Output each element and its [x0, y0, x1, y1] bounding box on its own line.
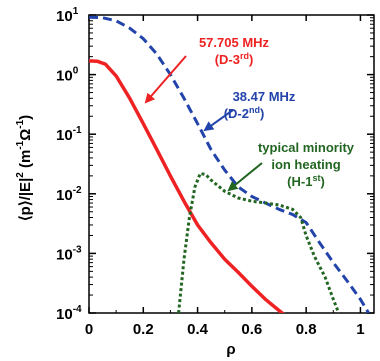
x-tick-label: 1: [356, 321, 364, 338]
y-axis-label: ⟨p⟩/|E|2 (m-1Ω-1): [15, 115, 34, 221]
y-axis-label-units-exp: -1: [15, 140, 26, 149]
series-line-h1: [177, 171, 341, 313]
annotation-d3-line2-pre: (D-3: [215, 52, 240, 67]
y-tick-exponent: 1: [73, 6, 79, 17]
annotation-h1-line3-post: ): [320, 174, 324, 189]
x-tick-label: 0.6: [241, 321, 262, 338]
y-tick-exponent: -3: [73, 244, 82, 255]
y-tick-label: 101: [56, 6, 79, 25]
annotation-h1-line3: (H-1st): [287, 173, 325, 189]
y-tick-base: 10: [56, 8, 73, 25]
annotation-h1-arrow: [227, 162, 263, 192]
y-tick-exponent: -4: [73, 304, 82, 315]
x-tick-label: 0.4: [187, 321, 209, 338]
y-tick-label: 100: [56, 66, 79, 85]
y-axis-label-power: 2: [15, 172, 26, 178]
y-tick-label: 10-3: [56, 244, 82, 263]
annotation-d2-line2-pre: (D-2: [224, 106, 249, 121]
y-tick-base: 10: [56, 246, 73, 263]
x-tick-label: 0.8: [296, 321, 317, 338]
annotation-d3: 57.705 MHz (D-3rd): [144, 35, 270, 104]
annotation-d2-arrow: [203, 109, 234, 132]
y-tick-base: 10: [56, 187, 73, 204]
y-axis-label-units-mid: Ω: [17, 129, 34, 141]
y-tick-base: 10: [56, 306, 73, 323]
annotation-d2-line2-sup: nd: [249, 105, 260, 115]
y-axis-label-main: ⟨p⟩/|E|: [17, 178, 34, 221]
annotation-d3-line2-post: ): [249, 52, 253, 67]
y-tick-base: 10: [56, 68, 73, 85]
y-tick-label: 10-2: [56, 185, 82, 204]
series-line-d2: [89, 15, 370, 313]
y-tick-label: 10-1: [56, 125, 82, 144]
annotation-h1: typical minority ion heating (H-1st): [227, 140, 355, 192]
annotation-h1-line3-pre: (H-1: [287, 174, 312, 189]
y-tick-exponent: -1: [73, 125, 82, 136]
annotation-d2-line2: (D-2nd): [224, 105, 265, 121]
annotation-d3-line2-sup: rd: [240, 51, 249, 61]
x-axis-label: ρ: [226, 341, 235, 358]
y-tick-label: 10-4: [56, 304, 82, 323]
plot-frame: [88, 14, 375, 314]
y-axis-label-units-open: (m: [17, 150, 34, 173]
x-tick-label: 0.2: [133, 321, 154, 338]
annotation-d3-line1: 57.705 MHz: [199, 35, 270, 50]
annotation-d2: 38.47 MHz (D-2nd): [203, 89, 296, 132]
annotation-d3-line2: (D-3rd): [215, 51, 254, 67]
annotation-h1-line3-sup: st: [312, 173, 320, 183]
annotation-d3-arrow: [144, 55, 187, 104]
y-axis-label-units-exp2: -1: [15, 119, 26, 128]
y-tick-exponent: 0: [73, 66, 79, 77]
y-tick-base: 10: [56, 127, 73, 144]
annotation-d2-line2-post: ): [260, 106, 264, 121]
y-axis-label-units-close: ): [17, 115, 34, 120]
y-tick-exponent: -2: [73, 185, 82, 196]
series-layer: [89, 15, 370, 313]
annotation-h1-line1: typical minority: [258, 140, 355, 155]
x-tick-label: 0: [85, 321, 93, 338]
annotation-h1-line2: ion heating: [271, 157, 340, 172]
annotation-d2-line1: 38.47 MHz: [233, 89, 296, 104]
